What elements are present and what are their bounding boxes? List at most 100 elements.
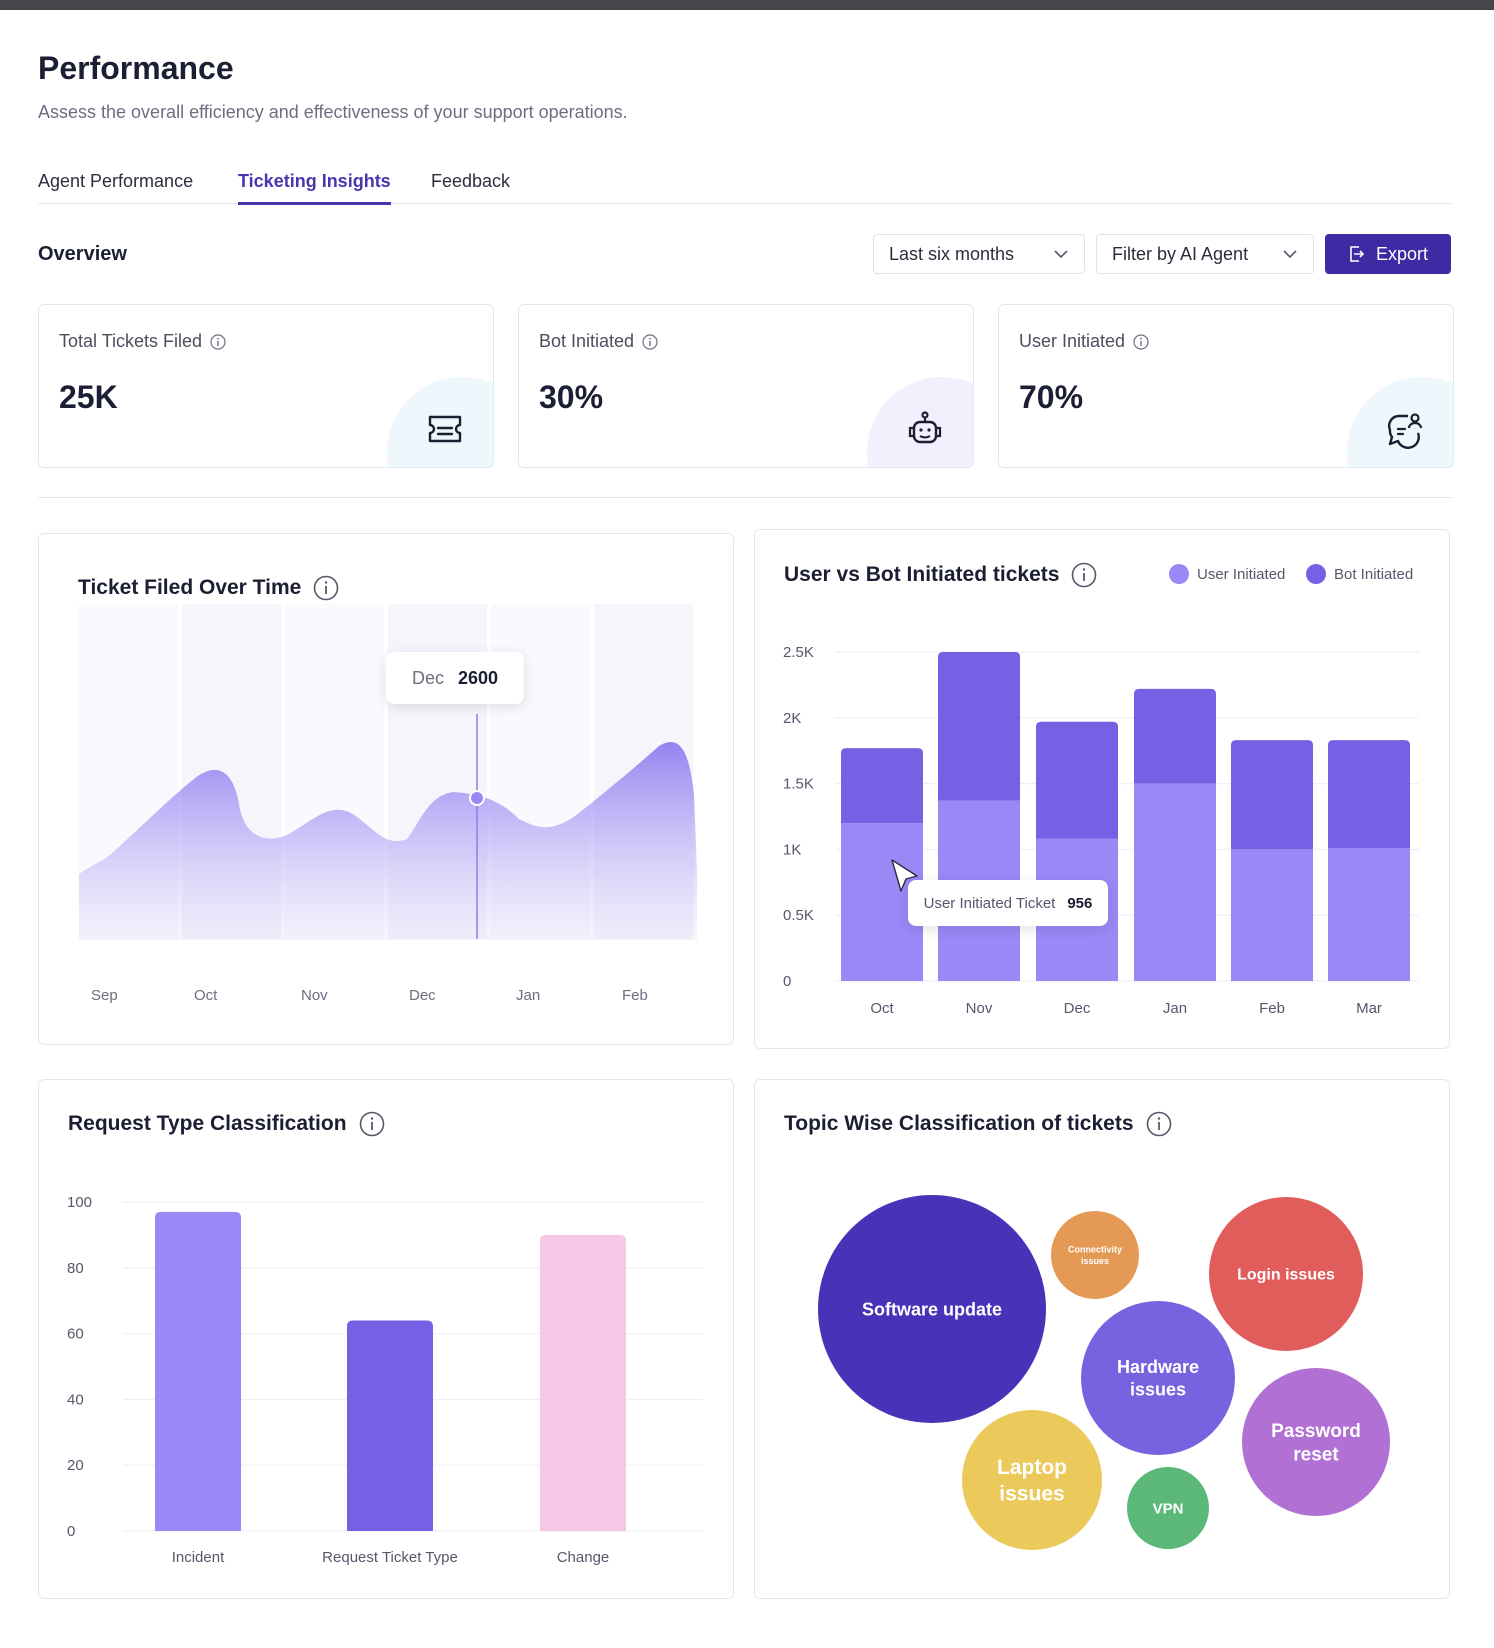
bar-bot-initiated[interactable] — [1328, 740, 1410, 849]
bubble-hardware-issues[interactable]: Hardware issues — [1081, 1301, 1235, 1455]
bubble-circle[interactable] — [962, 1410, 1102, 1550]
cursor-icon — [891, 859, 918, 892]
kpi-value: 30% — [539, 379, 604, 415]
bar-bot-initiated[interactable] — [938, 652, 1020, 801]
legend-user: User Initiated — [1169, 564, 1285, 584]
x-tick-label: Oct — [194, 987, 218, 1004]
kpi-card-bot-initiated: Bot Initiated 30% — [518, 304, 974, 468]
info-icon[interactable] — [210, 333, 226, 350]
x-tick-label: Feb — [1259, 1000, 1285, 1017]
card-title: Request Type Classification — [68, 1112, 347, 1135]
bubble-circle[interactable] — [1209, 1197, 1363, 1351]
x-tick-label: Mar — [1356, 1000, 1382, 1017]
bar-incident[interactable] — [155, 1211, 241, 1531]
info-icon[interactable] — [313, 575, 339, 601]
tooltip-point[interactable] — [471, 792, 483, 804]
export-button[interactable]: Export — [1325, 234, 1451, 274]
chevron-down-icon — [1283, 250, 1297, 259]
bubble-circle[interactable] — [1127, 1467, 1209, 1549]
kpi-label: User Initiated — [1019, 331, 1126, 351]
bar-bot-initiated[interactable] — [1134, 688, 1216, 784]
tab-agent-performance[interactable]: Agent Performance — [38, 171, 194, 191]
bubble-label: Hardware — [1117, 1357, 1199, 1377]
bar-user-initiated[interactable] — [1231, 849, 1313, 981]
period-select[interactable]: Last six months — [873, 234, 1085, 274]
area-series — [79, 742, 697, 939]
bar-change[interactable] — [540, 1234, 626, 1531]
legend-label: Bot Initiated — [1334, 565, 1414, 583]
bubble-label: Laptop — [997, 1456, 1067, 1479]
bubble-circle[interactable] — [1081, 1301, 1235, 1455]
page-title: Performance — [38, 50, 234, 86]
tab-ticketing-insights[interactable]: Ticketing Insights — [238, 171, 391, 205]
card-title: Topic Wise Classification of tickets — [784, 1112, 1134, 1135]
y-tick-label: 40 — [67, 1391, 84, 1408]
export-label: Export — [1375, 243, 1429, 264]
agent-filter-select[interactable]: Filter by AI Agent — [1096, 234, 1314, 274]
bubble-circle[interactable] — [1242, 1368, 1390, 1516]
x-tick-label: Feb — [622, 987, 648, 1004]
bubble-label: issues — [1081, 1256, 1109, 1266]
x-tick-label: Incident — [172, 1549, 225, 1566]
bubble-vpn[interactable]: VPN — [1127, 1467, 1209, 1549]
bubble-circle[interactable] — [818, 1195, 1046, 1423]
user-vs-bot-card: User vs Bot Initiated tickets User Initi… — [754, 529, 1450, 1049]
kpi-label-row: User Initiated — [1019, 331, 1149, 352]
y-tick-label: 20 — [67, 1457, 84, 1474]
x-tick-label: Dec — [1064, 1000, 1091, 1017]
ticket-icon — [428, 415, 462, 443]
info-icon[interactable] — [359, 1111, 385, 1137]
kpi-label-row: Bot Initiated — [539, 331, 658, 352]
bubble-label: issues — [1130, 1380, 1186, 1400]
bar-bot-initiated[interactable] — [1231, 740, 1313, 850]
legend-label: User Initiated — [1197, 565, 1286, 583]
stack-tooltip: User Initiated Ticket 956 — [908, 880, 1108, 926]
tab-bar: Agent Performance Ticketing Insights Fee… — [38, 166, 1452, 205]
bubble-login-issues[interactable]: Login issues — [1209, 1197, 1363, 1351]
x-tick-label: Sep — [91, 987, 118, 1004]
y-tick-label: 0 — [67, 1523, 75, 1540]
robot-icon — [908, 411, 942, 444]
y-tick-label: 0.5K — [783, 907, 814, 924]
kpi-label: Bot Initiated — [539, 331, 635, 351]
bar-request-ticket-type[interactable] — [347, 1320, 433, 1531]
x-tick-label: Nov — [301, 987, 328, 1004]
y-tick-label: 1.5K — [783, 776, 814, 793]
card-title-row: Request Type Classification — [68, 1111, 385, 1137]
kpi-value: 25K — [59, 379, 118, 415]
page-subtitle: Assess the overall efficiency and effect… — [38, 102, 628, 122]
y-tick-label: 0 — [783, 973, 791, 990]
section-divider — [38, 497, 1452, 498]
info-icon[interactable] — [1146, 1111, 1172, 1137]
tooltip-label: Dec — [411, 667, 444, 688]
bubble-label: Connectivity — [1068, 1245, 1122, 1255]
bubble-password-reset[interactable]: Password reset — [1242, 1368, 1390, 1516]
x-tick-label: Nov — [966, 1000, 993, 1017]
bar-user-initiated[interactable] — [1134, 783, 1216, 981]
x-tick-label: Request Ticket Type — [322, 1549, 458, 1566]
bubble-label: VPN — [1153, 1500, 1184, 1517]
y-tick-label: 2K — [783, 710, 801, 727]
info-icon[interactable] — [642, 333, 658, 350]
info-icon[interactable] — [1071, 562, 1097, 588]
legend-dot-bot — [1306, 564, 1326, 584]
user-chat-icon — [1387, 413, 1423, 449]
bar-user-initiated[interactable] — [1328, 848, 1410, 981]
x-tick-label: Oct — [870, 1000, 894, 1017]
bar-bot-initiated[interactable] — [841, 748, 923, 824]
kpi-label: Total Tickets Filed — [59, 331, 203, 351]
bubble-circle[interactable] — [1051, 1211, 1139, 1299]
bar-bot-initiated[interactable] — [1036, 721, 1118, 839]
agent-filter-value: Filter by AI Agent — [1112, 243, 1249, 264]
x-tick-label: Jan — [1163, 1000, 1187, 1017]
y-tick-label: 1K — [783, 841, 801, 858]
info-icon[interactable] — [1133, 333, 1149, 350]
bubble-laptop-issues[interactable]: Laptop issues — [962, 1410, 1102, 1550]
ticket-over-time-card: Ticket Filed Over Time Sep Oct Nov Dec Jan Fe… — [38, 533, 734, 1045]
area-tooltip: Dec 2600 — [386, 652, 524, 704]
tab-feedback[interactable]: Feedback — [431, 171, 511, 191]
chevron-down-icon — [1054, 250, 1068, 259]
bubble-software-update[interactable]: Software update — [818, 1195, 1046, 1423]
kpi-value: 70% — [1019, 379, 1084, 415]
